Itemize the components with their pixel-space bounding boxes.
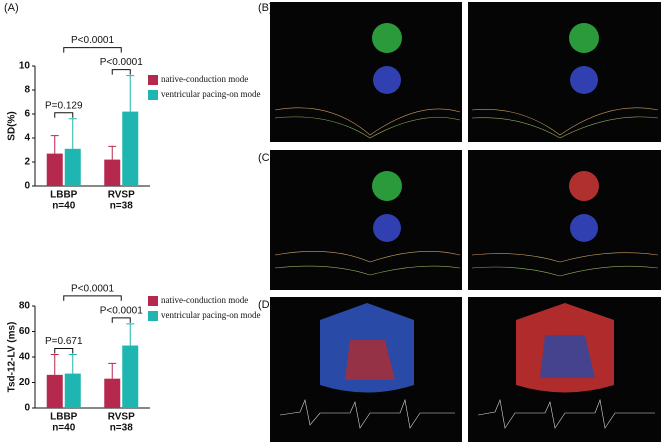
bar bbox=[46, 153, 63, 186]
error-bar bbox=[108, 145, 117, 160]
bar bbox=[64, 148, 81, 186]
x-tick-label: RVSP bbox=[108, 412, 135, 423]
y-tick-label: 6 bbox=[24, 109, 30, 120]
p-value: P<0.0001 bbox=[100, 57, 144, 68]
bullseye bbox=[373, 214, 401, 242]
error-bar bbox=[50, 353, 59, 375]
legend-swatch bbox=[148, 75, 158, 85]
ecg-trace bbox=[279, 398, 455, 429]
bullseye bbox=[372, 171, 402, 201]
bullseye bbox=[372, 23, 402, 53]
y-tick-label: 20 bbox=[19, 377, 31, 388]
error-bar bbox=[126, 323, 135, 346]
error-bar bbox=[108, 362, 117, 379]
y-axis-title: Tsd-12-LV (ms) bbox=[7, 322, 18, 393]
image-panel bbox=[468, 2, 661, 142]
bar bbox=[122, 345, 139, 408]
x-tick-sublabel: n=40 bbox=[52, 201, 76, 212]
y-tick-label: 8 bbox=[24, 85, 30, 96]
bar bbox=[122, 111, 139, 186]
image-panel bbox=[270, 2, 462, 142]
bullseye bbox=[569, 171, 599, 201]
x-tick-sublabel: n=38 bbox=[110, 423, 134, 434]
y-tick-label: 60 bbox=[19, 326, 31, 337]
significance-bracket bbox=[54, 347, 74, 354]
x-tick-sublabel: n=40 bbox=[52, 423, 76, 434]
image-panel bbox=[270, 150, 462, 290]
strain-trace bbox=[274, 107, 461, 136]
legend-swatch bbox=[148, 296, 158, 306]
panel-label: (D) bbox=[258, 299, 273, 311]
significance-bracket bbox=[54, 112, 74, 118]
x-tick-label: LBBP bbox=[50, 412, 78, 423]
bar bbox=[104, 378, 121, 408]
y-tick-label: 0 bbox=[24, 403, 30, 414]
strain-images bbox=[270, 2, 661, 442]
error-bar bbox=[50, 135, 59, 154]
echo-sector bbox=[345, 340, 395, 380]
bullseye bbox=[373, 66, 401, 94]
legend-label: native-conduction mode bbox=[161, 295, 248, 305]
error-bar bbox=[126, 75, 135, 112]
significance-bracket bbox=[63, 295, 122, 301]
bar bbox=[46, 374, 63, 408]
strain-trace bbox=[274, 265, 461, 276]
p-value: P=0.129 bbox=[45, 100, 83, 111]
significance-bracket bbox=[111, 69, 131, 75]
panel-label: (B) bbox=[258, 2, 273, 14]
y-tick-label: 80 bbox=[19, 301, 31, 312]
strain-trace bbox=[471, 265, 659, 277]
ecg-trace bbox=[477, 398, 655, 429]
panel-label: (C) bbox=[258, 152, 273, 164]
bullseye bbox=[570, 66, 598, 94]
y-tick-label: 4 bbox=[24, 133, 30, 144]
bar bbox=[64, 373, 81, 408]
bullseye bbox=[569, 23, 599, 53]
y-axis-title: SD(%) bbox=[7, 111, 18, 140]
p-value: P<0.0001 bbox=[100, 305, 144, 316]
y-tick-label: 2 bbox=[24, 157, 30, 168]
significance-bracket bbox=[63, 47, 122, 53]
x-tick-label: LBBP bbox=[50, 190, 78, 201]
y-tick-label: 40 bbox=[19, 352, 31, 363]
legend-swatch bbox=[148, 311, 158, 321]
strain-trace bbox=[471, 252, 659, 263]
legend-label: ventricular pacing-on mode bbox=[161, 310, 260, 320]
significance-bracket bbox=[111, 317, 131, 323]
strain-trace bbox=[274, 116, 461, 139]
legend-label: native-conduction mode bbox=[161, 74, 248, 84]
panel-label: (A) bbox=[4, 2, 19, 14]
legend-swatch bbox=[148, 90, 158, 100]
bullseye bbox=[570, 214, 598, 242]
p-value: P=0.671 bbox=[45, 336, 83, 347]
bar bbox=[104, 159, 121, 186]
image-panel bbox=[468, 150, 661, 290]
strain-trace bbox=[274, 251, 461, 263]
x-tick-sublabel: n=38 bbox=[110, 201, 134, 212]
p-value: P<0.0001 bbox=[71, 283, 115, 294]
y-tick-label: 10 bbox=[19, 61, 31, 72]
error-bar bbox=[68, 118, 77, 149]
echo-sector bbox=[540, 335, 595, 378]
y-tick-label: 0 bbox=[24, 181, 30, 192]
legend-label: ventricular pacing-on mode bbox=[161, 89, 260, 99]
error-bar bbox=[68, 353, 77, 374]
x-tick-label: RVSP bbox=[108, 190, 135, 201]
p-value: P<0.0001 bbox=[71, 35, 115, 46]
strain-trace bbox=[471, 107, 659, 136]
strain-trace bbox=[471, 116, 659, 139]
